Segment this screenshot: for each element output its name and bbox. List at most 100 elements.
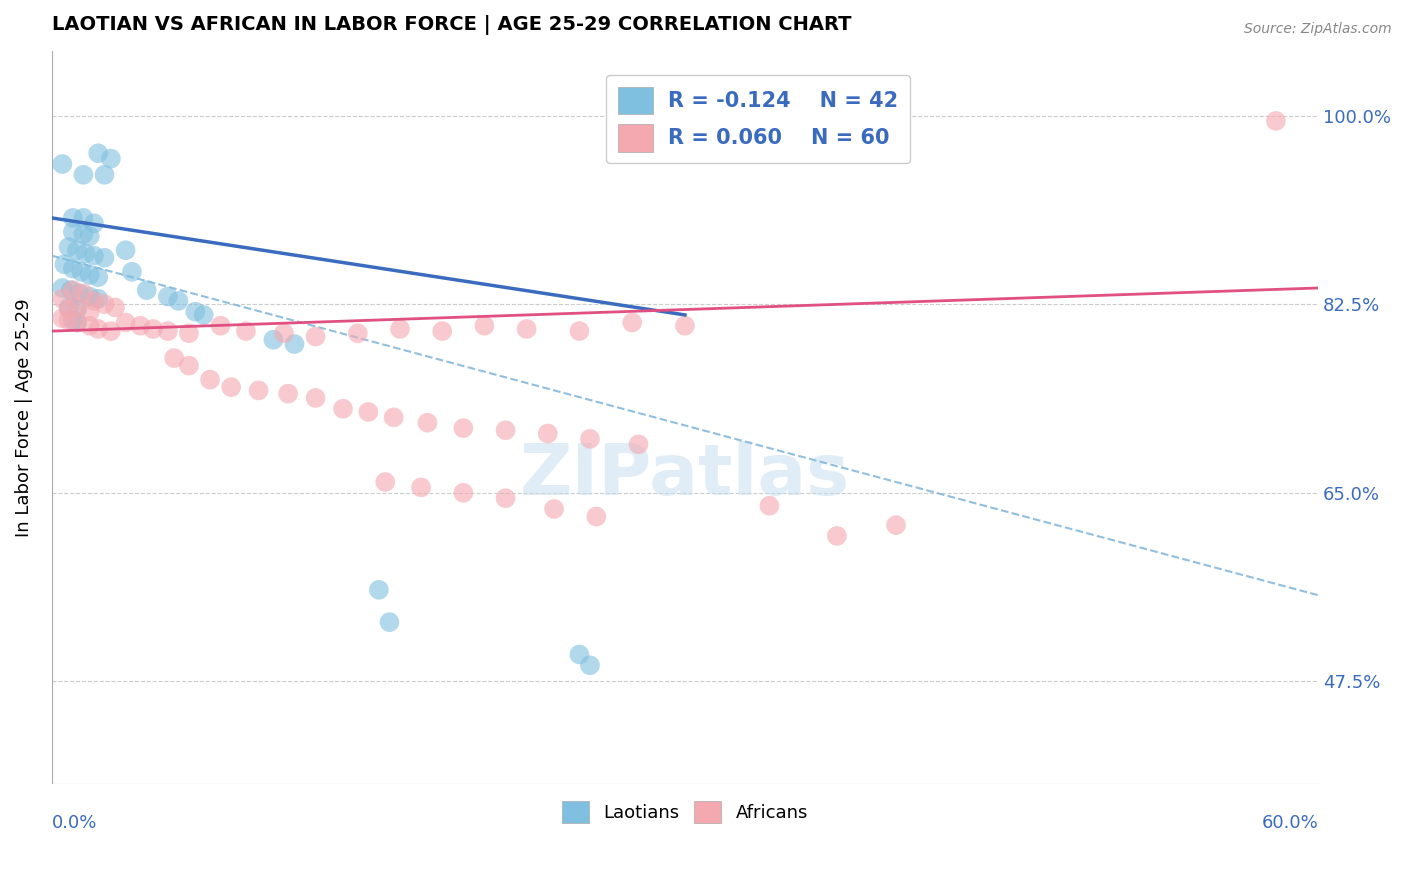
Point bbox=[346, 326, 368, 341]
Point bbox=[273, 326, 295, 341]
Point bbox=[142, 322, 165, 336]
Text: 0.0%: 0.0% bbox=[52, 814, 97, 832]
Point bbox=[453, 485, 475, 500]
Point bbox=[72, 227, 94, 241]
Point bbox=[75, 246, 97, 260]
Point bbox=[1264, 114, 1286, 128]
Point bbox=[72, 286, 94, 301]
Point bbox=[79, 290, 101, 304]
Point bbox=[129, 318, 152, 333]
Point bbox=[156, 324, 179, 338]
Point bbox=[357, 405, 380, 419]
Point bbox=[432, 324, 454, 338]
Point bbox=[568, 324, 591, 338]
Point bbox=[277, 386, 299, 401]
Point bbox=[93, 168, 115, 182]
Point bbox=[87, 322, 110, 336]
Point bbox=[754, 788, 776, 802]
Point bbox=[673, 318, 696, 333]
Point bbox=[374, 475, 396, 489]
Point bbox=[332, 401, 354, 416]
Point bbox=[58, 302, 80, 317]
Point bbox=[135, 283, 157, 297]
Point bbox=[304, 329, 326, 343]
Point bbox=[167, 293, 190, 308]
Point bbox=[83, 216, 105, 230]
Point bbox=[51, 311, 73, 326]
Point bbox=[209, 318, 232, 333]
Point bbox=[79, 304, 101, 318]
Point bbox=[543, 502, 565, 516]
Point bbox=[474, 318, 496, 333]
Point bbox=[79, 229, 101, 244]
Point bbox=[163, 351, 186, 365]
Point bbox=[87, 292, 110, 306]
Point bbox=[66, 302, 89, 317]
Point bbox=[177, 326, 200, 341]
Point bbox=[79, 318, 101, 333]
Point bbox=[72, 211, 94, 225]
Point bbox=[621, 316, 644, 330]
Point bbox=[568, 648, 591, 662]
Text: LAOTIAN VS AFRICAN IN LABOR FORCE | AGE 25-29 CORRELATION CHART: LAOTIAN VS AFRICAN IN LABOR FORCE | AGE … bbox=[52, 15, 851, 35]
Point bbox=[100, 152, 122, 166]
Point bbox=[70, 265, 93, 279]
Point bbox=[79, 268, 101, 282]
Point bbox=[825, 529, 848, 543]
Point bbox=[378, 615, 401, 629]
Text: Source: ZipAtlas.com: Source: ZipAtlas.com bbox=[1244, 22, 1392, 37]
Point bbox=[93, 251, 115, 265]
Point bbox=[62, 225, 84, 239]
Point bbox=[66, 301, 89, 315]
Point bbox=[198, 373, 221, 387]
Point bbox=[388, 322, 411, 336]
Point bbox=[83, 293, 105, 308]
Point bbox=[58, 240, 80, 254]
Point bbox=[62, 211, 84, 225]
Point bbox=[66, 244, 89, 258]
Point bbox=[100, 324, 122, 338]
Point bbox=[53, 257, 76, 271]
Point bbox=[156, 290, 179, 304]
Point bbox=[93, 297, 115, 311]
Point bbox=[219, 380, 242, 394]
Point bbox=[585, 509, 607, 524]
Point bbox=[516, 322, 538, 336]
Point bbox=[367, 582, 389, 597]
Text: 60.0%: 60.0% bbox=[1261, 814, 1319, 832]
Point bbox=[104, 301, 127, 315]
Point bbox=[51, 157, 73, 171]
Point bbox=[453, 421, 475, 435]
Point bbox=[247, 384, 270, 398]
Point bbox=[537, 426, 560, 441]
Point bbox=[262, 333, 284, 347]
Point bbox=[51, 281, 73, 295]
Point bbox=[579, 658, 602, 673]
Point bbox=[283, 337, 305, 351]
Point bbox=[304, 391, 326, 405]
Point bbox=[87, 270, 110, 285]
Point bbox=[62, 283, 84, 297]
Point bbox=[59, 283, 82, 297]
Point bbox=[83, 249, 105, 263]
Point bbox=[66, 316, 89, 330]
Point bbox=[87, 146, 110, 161]
Point bbox=[51, 292, 73, 306]
Point bbox=[579, 432, 602, 446]
Point bbox=[67, 286, 90, 301]
Point bbox=[66, 316, 89, 330]
Point bbox=[235, 324, 257, 338]
Point bbox=[495, 423, 517, 437]
Point bbox=[62, 313, 84, 327]
Point bbox=[58, 301, 80, 315]
Legend: Laotians, Africans: Laotians, Africans bbox=[555, 793, 815, 830]
Text: ZIPatlas: ZIPatlas bbox=[520, 442, 851, 510]
Point bbox=[62, 261, 84, 276]
Point bbox=[411, 480, 433, 494]
Y-axis label: In Labor Force | Age 25-29: In Labor Force | Age 25-29 bbox=[15, 298, 32, 537]
Point bbox=[114, 316, 136, 330]
Point bbox=[884, 518, 907, 533]
Point bbox=[627, 437, 650, 451]
Point bbox=[72, 168, 94, 182]
Point bbox=[382, 410, 405, 425]
